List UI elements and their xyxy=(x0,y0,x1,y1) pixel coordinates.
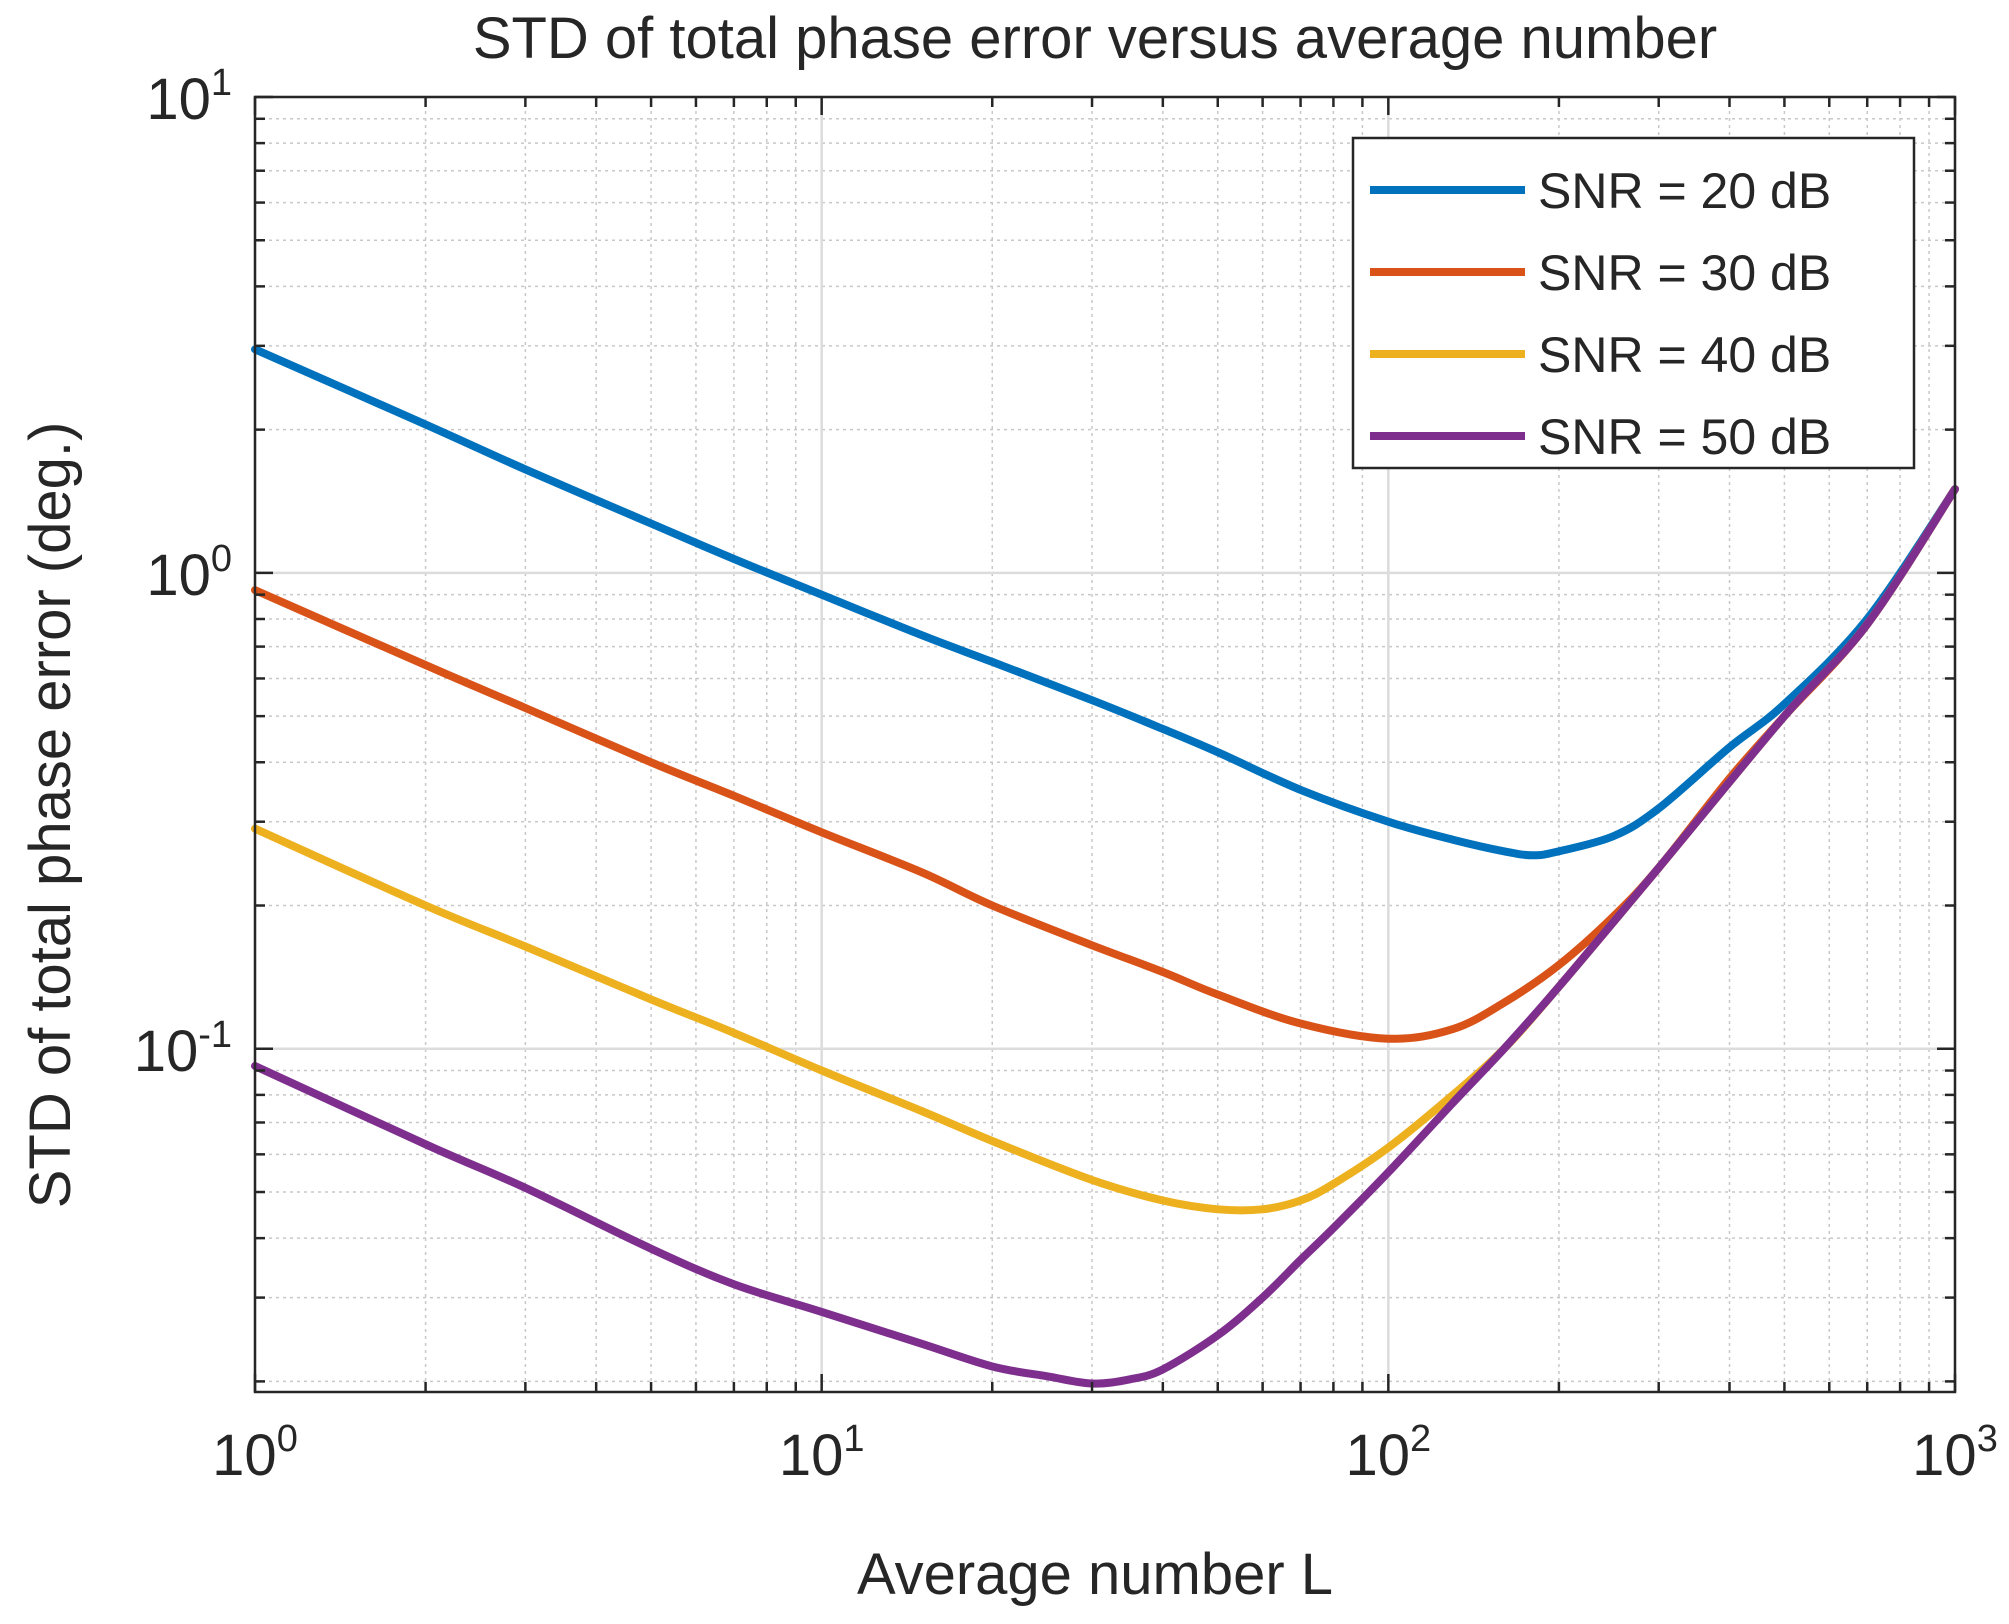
legend-label-4: SNR = 50 dB xyxy=(1538,409,1831,465)
x-tick-label: 101 xyxy=(779,1418,865,1488)
x-tick-label: 103 xyxy=(1912,1418,1998,1488)
data-series xyxy=(251,345,1959,1388)
y-tick-label: 101 xyxy=(146,62,232,132)
series-line-1 xyxy=(251,345,1959,860)
y-axis-label: STD of total phase error (deg.) xyxy=(18,422,83,1209)
series-line-4 xyxy=(251,485,1959,1388)
chart-title: STD of total phase error versus average … xyxy=(473,6,1717,71)
legend-label-3: SNR = 40 dB xyxy=(1538,327,1831,383)
y-tick-label: 10-1 xyxy=(134,1014,232,1084)
x-tick-label: 102 xyxy=(1346,1418,1432,1488)
legend: SNR = 20 dB SNR = 30 dB SNR = 40 dB SNR = 5… xyxy=(1351,136,1916,470)
legend-label-2: SNR = 30 dB xyxy=(1538,245,1831,301)
tick-labels: 100 101 102 103 10-1 100 101 xyxy=(134,62,1998,1488)
x-axis-label: Average number L xyxy=(857,1542,1333,1607)
y-tick-label: 100 xyxy=(146,538,232,608)
axis-ticks xyxy=(253,95,1957,1392)
legend-label-1: SNR = 20 dB xyxy=(1538,163,1831,219)
axes-frame xyxy=(253,95,1957,1394)
x-tick-label: 100 xyxy=(212,1418,298,1488)
